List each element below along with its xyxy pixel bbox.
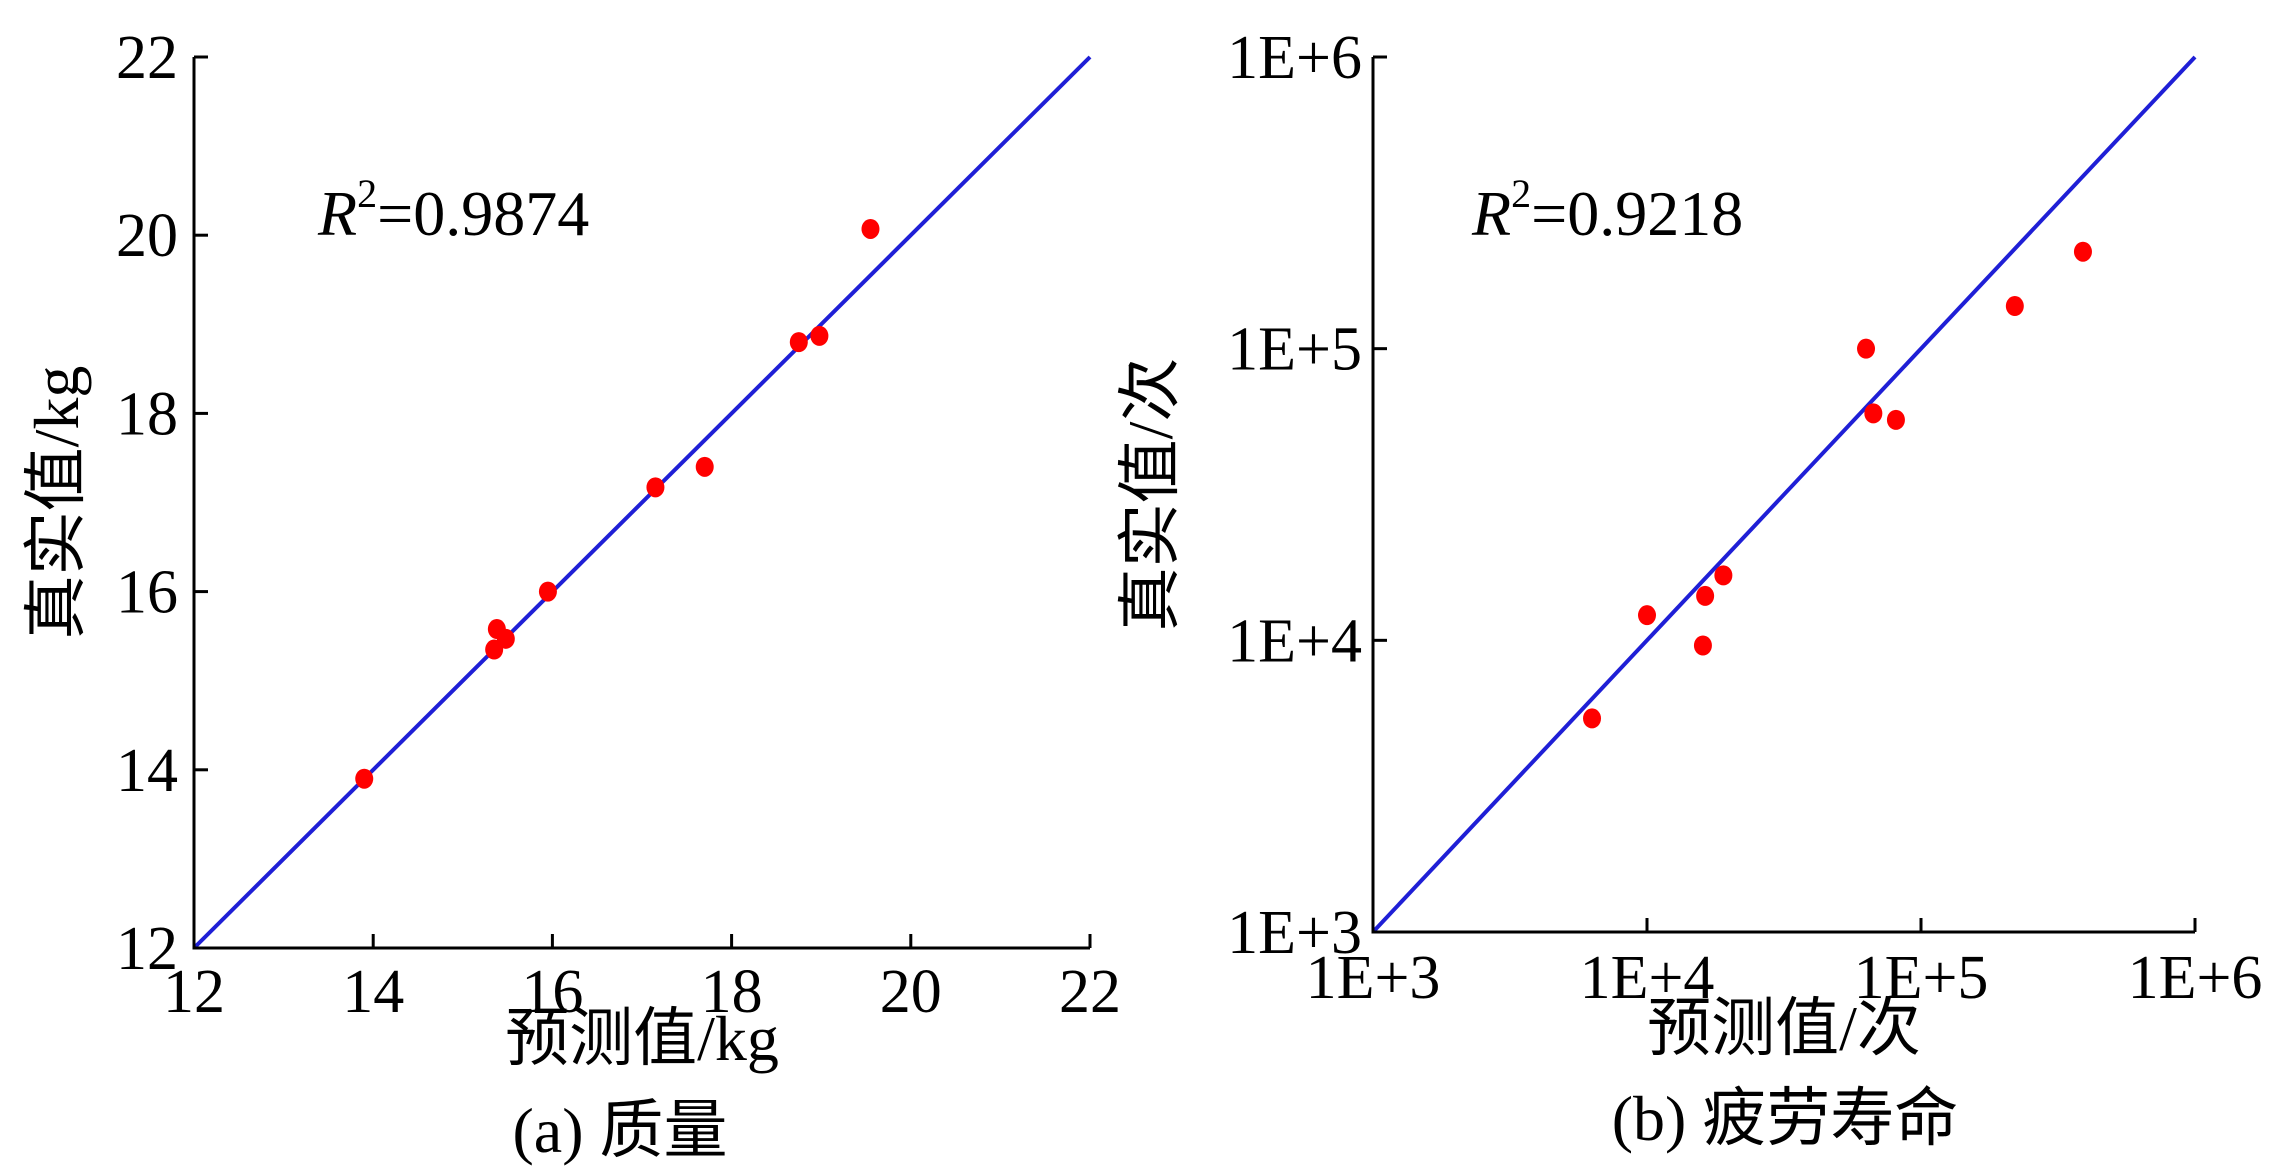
y-ticks: 1E+3 1E+4 1E+5 1E+6 [1227,24,1387,967]
data-point [646,477,665,498]
fit-line [1371,55,2197,934]
r-exponent: 2 [1511,171,1531,216]
data-point [1886,409,1905,430]
r-squared-value: =0.9218 [1531,178,1743,249]
data-point [1638,605,1656,626]
x-tick-label: 18 [701,958,763,1026]
y-tick-label: 16 [116,559,178,627]
data-point [1693,635,1712,656]
x-tick-label: 12 [163,958,225,1026]
r-squared-annotation: R2=0.9218 [1471,171,1743,249]
r-exponent: 2 [357,171,377,216]
data-point [695,456,714,477]
axes [1371,57,2195,934]
y-tick-label: 1E+6 [1227,24,1362,92]
data-point [1857,338,1876,359]
x-ticks: 12 14 16 18 20 22 [163,934,1121,1026]
data-points [1583,241,2092,729]
chart-panel-mass: 12 14 16 18 20 22 12 14 16 18 20 22 R2=0.9874 预测值/… [21,24,1121,1166]
x-tick-label: 1E+5 [1854,944,1989,1012]
data-point [810,325,829,346]
fit-line [192,55,1092,950]
x-axis-title: 预测值/kg [505,1003,779,1074]
data-point [2073,241,2092,262]
y-tick-label: 18 [116,380,178,448]
r-symbol: R [317,178,357,249]
x-tick-label: 1E+3 [1306,944,1441,1012]
y-tick-label: 1E+3 [1227,899,1362,967]
chart-panel-fatigue-life: 1E+3 1E+4 1E+5 1E+6 1E+3 1E+4 1E+5 1E+6 R2=0.9… [1115,24,2262,1154]
x-tick-label: 22 [1059,958,1121,1026]
x-tick-label: 20 [880,958,942,1026]
chart-caption: (a) 质量 [512,1095,727,1166]
data-point [538,581,557,602]
x-tick-label: 1E+6 [2128,944,2263,1012]
x-axis-title: 预测值/次 [1647,993,1921,1064]
data-point [1696,585,1715,606]
data-point [355,768,374,789]
data-point [789,332,808,353]
y-tick-label: 12 [116,915,178,983]
y-tick-label: 20 [116,202,178,270]
x-ticks: 1E+3 1E+4 1E+5 1E+6 [1306,918,2263,1012]
y-tick-label: 1E+5 [1227,316,1362,384]
chart-caption: (b) 疲劳寿命 [1612,1083,1959,1154]
y-ticks: 12 14 16 18 20 22 [116,24,208,983]
r-squared-annotation: R2=0.9874 [317,171,589,249]
data-point [1864,403,1883,424]
y-axis-title: 真实值/次 [1115,358,1186,632]
data-point [861,218,880,239]
data-point [1714,565,1733,586]
x-tick-label: 14 [342,958,404,1026]
x-tick-label: 1E+4 [1580,944,1715,1012]
x-tick-label: 16 [521,958,583,1026]
data-points [355,218,880,789]
y-tick-label: 14 [116,737,178,805]
data-point [1583,708,1602,729]
y-tick-label: 1E+4 [1227,607,1362,675]
y-tick-label: 22 [116,24,178,92]
r-squared-value: =0.9874 [377,178,589,249]
y-axis-title: 真实值/kg [21,366,92,640]
data-point [496,628,515,649]
r-symbol: R [1471,178,1511,249]
data-point [2005,296,2024,317]
axes [192,57,1090,950]
